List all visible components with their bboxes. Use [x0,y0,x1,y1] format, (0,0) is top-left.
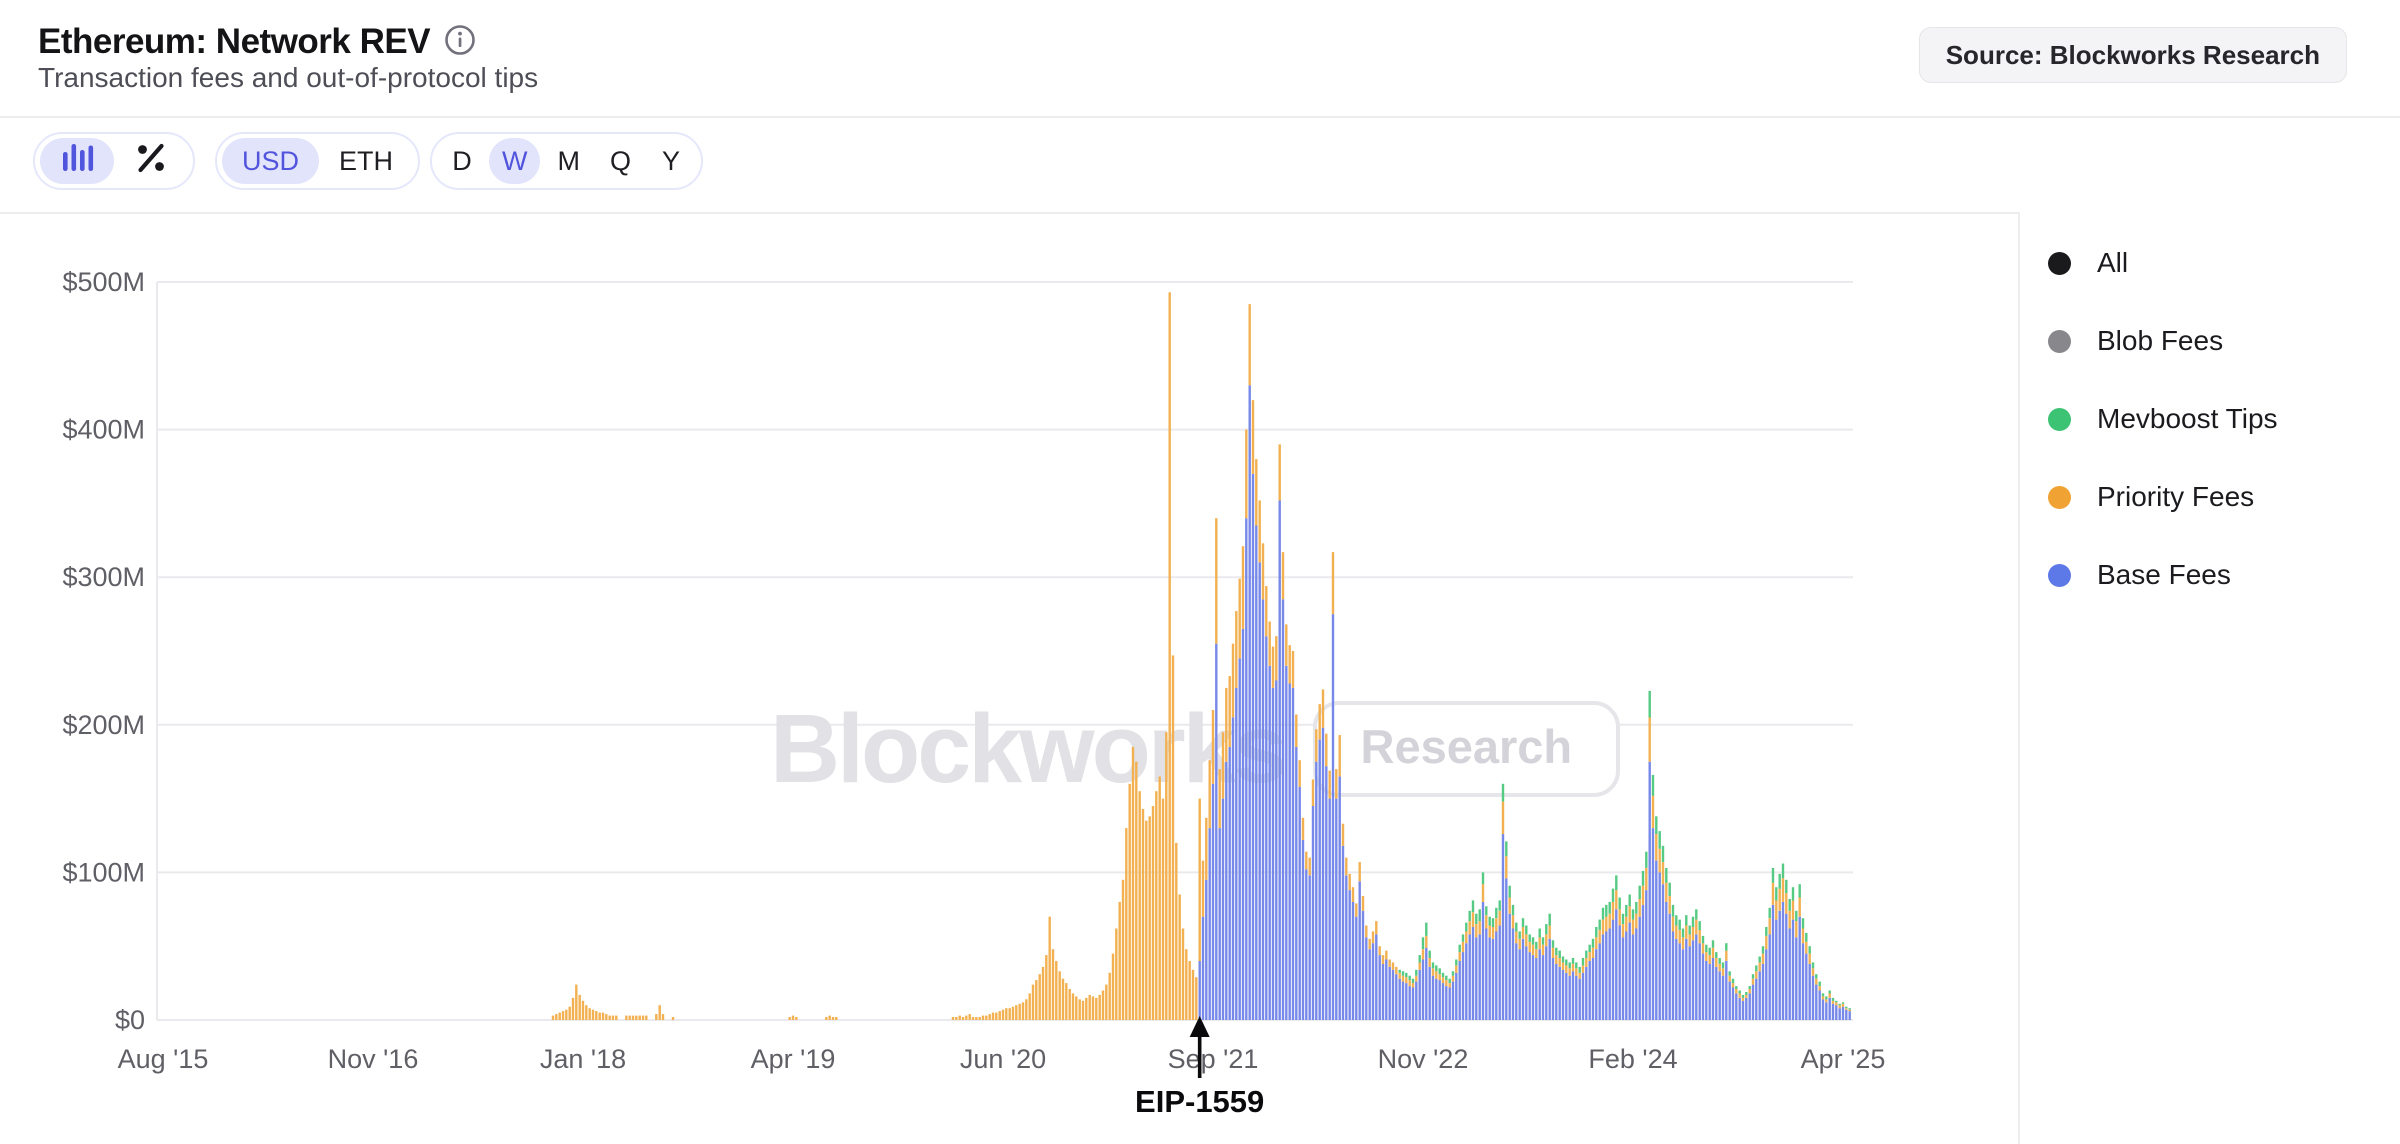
legend-item-all[interactable]: All [2048,238,2278,288]
percent-view-button[interactable] [114,138,188,184]
x-axis-tick-label: Apr '19 [751,1044,836,1074]
y-axis-tick-label: $300M [62,562,145,592]
currency-toggle-group: USD ETH [215,132,421,190]
stacked-weekly-bars[interactable] [551,292,1851,1020]
interval-d-button[interactable]: D [439,138,485,184]
legend: All Blob Fees Mevboost Tips Priority Fees Ba… [2048,238,2278,628]
legend-dot [2048,563,2071,587]
y-axis-tick-label: $500M [62,267,145,297]
legend-label: Blob Fees [2097,325,2224,356]
legend-label: Mevboost Tips [2097,403,2278,434]
legend-label: Priority Fees [2097,481,2255,512]
interval-y-button[interactable]: Y [648,138,694,184]
toolbar-divider [0,212,2018,214]
page-title: Ethereum: Network REV [38,22,476,65]
interval-w-button[interactable]: W [489,138,541,184]
watermark-research-badge: Research [1312,700,1621,797]
watermark: Blockworks Research [770,694,1621,803]
x-axis-tick-label: Feb '24 [1588,1044,1677,1074]
y-axis-tick-label: $100M [62,857,145,887]
annotation-eip-1559: EIP-1559 [1135,1016,1264,1119]
source-badge: Source: Blockworks Research [1918,27,2347,83]
bar-view-button[interactable] [40,138,114,184]
chart-type-toggle-group [33,132,195,190]
legend-dot [2048,485,2071,509]
legend-item-priority-fees[interactable]: Priority Fees [2048,472,2278,522]
chart-region: $0 $100M $200M $300M $400M $500M Aug '15 Nov '1… [0,212,2018,1144]
y-axis-tick-label: $200M [62,710,145,740]
interval-q-button[interactable]: Q [597,138,644,184]
legend-label: All [2097,247,2129,278]
x-axis-tick-label: Aug '15 [118,1044,209,1074]
x-axis-tick-label: Nov '22 [1378,1044,1469,1074]
legend-item-mevboost-tips[interactable]: Mevboost Tips [2048,394,2278,444]
header-divider [0,116,2400,118]
legend-label: Base Fees [2097,559,2231,590]
currency-eth-button[interactable]: ETH [319,138,413,184]
percent-icon [132,139,170,184]
header: Ethereum: Network REV Transaction fees a… [0,0,2400,116]
x-axis-tick-label: Jan '18 [540,1044,626,1074]
info-icon[interactable] [444,24,476,65]
x-axis-tick-label: Nov '16 [328,1044,419,1074]
legend-item-blob-fees[interactable]: Blob Fees [2048,316,2278,366]
legend-dot [2048,251,2071,275]
legend-dot [2048,329,2071,353]
legend-item-base-fees[interactable]: Base Fees [2048,550,2278,600]
x-axis-tick-label: Jun '20 [960,1044,1046,1074]
x-axis-tick-label: Apr '25 [1801,1044,1886,1074]
annotation-label: EIP-1559 [1135,1084,1264,1119]
x-axis-tick-label: Sep '21 [1168,1044,1259,1074]
interval-m-button[interactable]: M [544,138,593,184]
currency-usd-button[interactable]: USD [222,138,320,184]
legend-divider [2018,212,2020,1144]
page-subtitle: Transaction fees and out-of-protocol tip… [38,62,539,93]
bar-chart-icon [58,139,96,184]
y-axis-tick-label: $400M [62,415,145,445]
watermark-blockworks: Blockworks [770,694,1287,803]
y-axis-tick-label: $0 [115,1005,145,1035]
legend-dot [2048,407,2071,431]
